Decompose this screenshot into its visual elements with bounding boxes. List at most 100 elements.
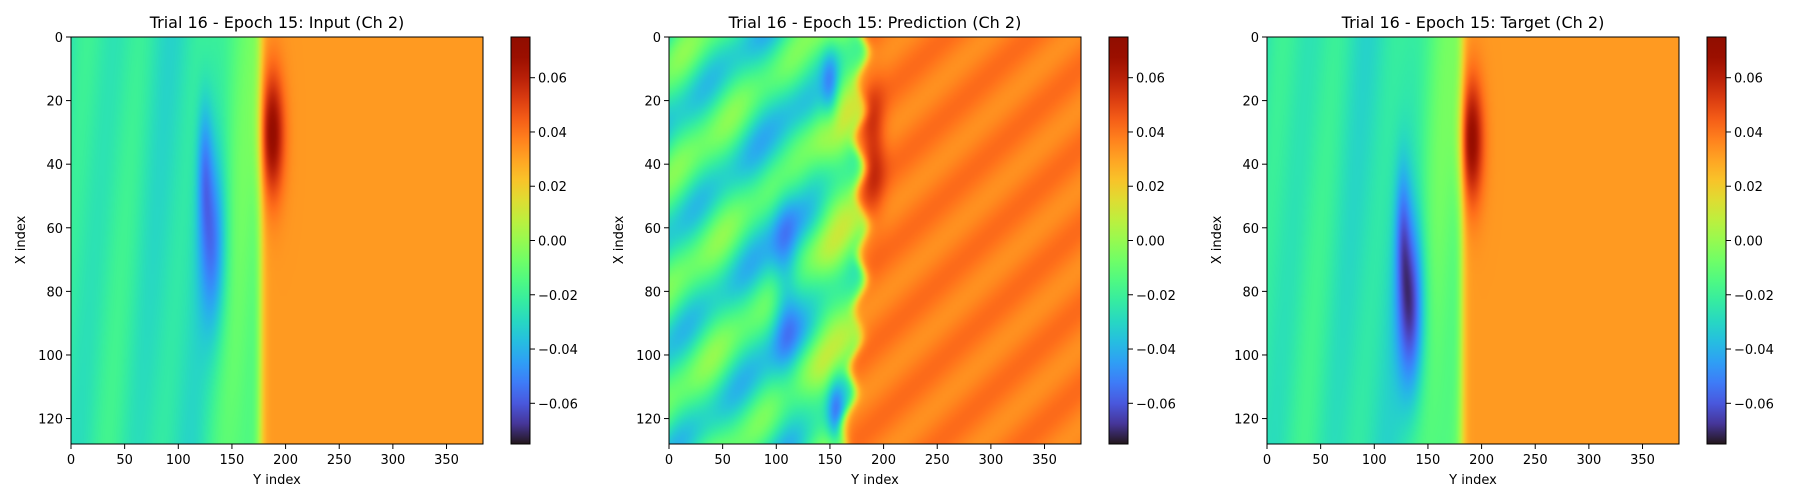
- heatmap: [1267, 37, 1679, 444]
- x-tick-label: 150: [818, 453, 843, 468]
- y-tick-label: 120: [636, 413, 661, 428]
- colorbar-tick-label: 0.04: [538, 126, 567, 141]
- panel-title: Trial 16 - Epoch 15: Target (Ch 2): [1341, 13, 1605, 32]
- colorbar-tick-label: 0.02: [538, 180, 567, 195]
- y-tick-label: 80: [1242, 285, 1259, 300]
- x-axis-label: Y index: [252, 473, 301, 488]
- y-tick-label: 100: [636, 349, 661, 364]
- colorbar-tick-label: −0.06: [538, 397, 578, 412]
- y-axis-label: X index: [1210, 215, 1225, 264]
- x-tick-label: 150: [1416, 453, 1441, 468]
- x-axis-label: Y index: [1448, 473, 1497, 488]
- y-tick-label: 60: [46, 222, 63, 237]
- colorbar-tick-label: 0.00: [1136, 235, 1165, 250]
- x-tick-label: 300: [978, 453, 1003, 468]
- y-tick-label: 20: [1242, 95, 1259, 110]
- colorbar: [1109, 37, 1128, 444]
- panel-target: Trial 16 - Epoch 15: Target (Ch 2) 0 50 10…: [1210, 13, 1774, 488]
- y-tick-label: 40: [46, 158, 63, 173]
- y-axis-ticks: 0 20 40 60 80 100 120: [1234, 31, 1267, 428]
- x-tick-label: 50: [1312, 453, 1329, 468]
- axes-frame: [668, 36, 1082, 445]
- y-tick-label: 80: [644, 285, 661, 300]
- x-axis-ticks: 0 50 100 150 200 250 300 350: [67, 444, 459, 468]
- y-tick-label: 0: [55, 31, 63, 46]
- y-tick-label: 0: [1251, 31, 1259, 46]
- heatmap-image: [1267, 37, 1679, 444]
- x-tick-label: 250: [1523, 453, 1548, 468]
- colorbar-tick-label: −0.04: [1734, 343, 1774, 358]
- colorbar-tick-label: −0.02: [1734, 289, 1774, 304]
- y-tick-label: 120: [1234, 413, 1259, 428]
- y-tick-label: 20: [644, 95, 661, 110]
- x-axis-label: Y index: [850, 473, 899, 488]
- colorbar-tick-label: −0.06: [1136, 397, 1176, 412]
- axes-frame: [70, 36, 484, 445]
- colorbar-tick-label: 0.06: [1734, 72, 1763, 87]
- colorbar: [511, 37, 530, 444]
- colorbar-tick-label: −0.06: [1734, 397, 1774, 412]
- x-tick-label: 350: [434, 453, 459, 468]
- y-tick-label: 0: [653, 31, 661, 46]
- colorbar-tick-label: −0.04: [538, 343, 578, 358]
- colorbar-tick-label: 0.02: [1734, 180, 1763, 195]
- x-tick-label: 0: [67, 453, 75, 468]
- x-tick-label: 200: [1469, 453, 1494, 468]
- colorbar-ticks: 0.06 0.04 0.02 0.00 −0.02 −0.04 −0.06: [530, 72, 578, 412]
- x-tick-label: 100: [166, 453, 191, 468]
- x-tick-label: 100: [1362, 453, 1387, 468]
- y-tick-label: 80: [46, 285, 63, 300]
- panel-input: Trial 16 - Epoch 15: Input (Ch 2) 0 50 100…: [14, 13, 578, 488]
- colorbar-tick-label: 0.06: [1136, 72, 1165, 87]
- y-tick-label: 100: [1234, 349, 1259, 364]
- x-tick-label: 350: [1032, 453, 1057, 468]
- y-axis-ticks: 0 20 40 60 80 100 120: [636, 31, 669, 428]
- y-tick-label: 60: [644, 222, 661, 237]
- x-tick-label: 200: [871, 453, 896, 468]
- x-tick-label: 50: [714, 453, 731, 468]
- x-tick-label: 100: [764, 453, 789, 468]
- colorbar: [1707, 37, 1726, 444]
- colorbar-tick-label: 0.00: [538, 235, 567, 250]
- x-tick-label: 250: [327, 453, 352, 468]
- y-tick-label: 120: [38, 413, 63, 428]
- y-tick-label: 40: [1242, 158, 1259, 173]
- colorbar-tick-label: 0.06: [538, 72, 567, 87]
- colorbar-tick-label: −0.02: [538, 289, 578, 304]
- x-axis-ticks: 0 50 100 150 200 250 300 350: [665, 444, 1057, 468]
- x-tick-label: 50: [116, 453, 133, 468]
- colorbar-tick-label: 0.04: [1734, 126, 1763, 141]
- colorbar-ticks: 0.06 0.04 0.02 0.00 −0.02 −0.04 −0.06: [1128, 72, 1176, 412]
- y-axis-ticks: 0 20 40 60 80 100 120: [38, 31, 71, 428]
- colorbar-tick-label: 0.00: [1734, 235, 1763, 250]
- colorbar-tick-label: 0.04: [1136, 126, 1165, 141]
- colorbar-tick-label: 0.02: [1136, 180, 1165, 195]
- colorbar-tick-label: −0.02: [1136, 289, 1176, 304]
- colorbar-tick-label: −0.04: [1136, 343, 1176, 358]
- panel-title: Trial 16 - Epoch 15: Prediction (Ch 2): [728, 13, 1022, 32]
- x-tick-label: 150: [220, 453, 245, 468]
- heatmap-image: [669, 37, 1081, 444]
- axes-frame: [1266, 36, 1680, 445]
- y-tick-label: 40: [644, 158, 661, 173]
- y-axis-label: X index: [612, 215, 627, 264]
- panel-title: Trial 16 - Epoch 15: Input (Ch 2): [149, 13, 405, 32]
- heatmap: [71, 37, 483, 444]
- panel-prediction: Trial 16 - Epoch 15: Prediction (Ch 2) 0…: [612, 13, 1176, 488]
- heatmap-image: [71, 37, 483, 444]
- y-tick-label: 100: [38, 349, 63, 364]
- x-tick-label: 250: [925, 453, 950, 468]
- heatmap: [669, 37, 1081, 444]
- x-axis-ticks: 0 50 100 150 200 250 300 350: [1263, 444, 1655, 468]
- y-tick-label: 20: [46, 95, 63, 110]
- y-tick-label: 60: [1242, 222, 1259, 237]
- x-tick-label: 0: [665, 453, 673, 468]
- colorbar-ticks: 0.06 0.04 0.02 0.00 −0.02 −0.04 −0.06: [1726, 72, 1774, 412]
- x-tick-label: 0: [1263, 453, 1271, 468]
- y-axis-label: X index: [14, 215, 29, 264]
- x-tick-label: 200: [273, 453, 298, 468]
- x-tick-label: 300: [1576, 453, 1601, 468]
- x-tick-label: 300: [380, 453, 405, 468]
- x-tick-label: 350: [1630, 453, 1655, 468]
